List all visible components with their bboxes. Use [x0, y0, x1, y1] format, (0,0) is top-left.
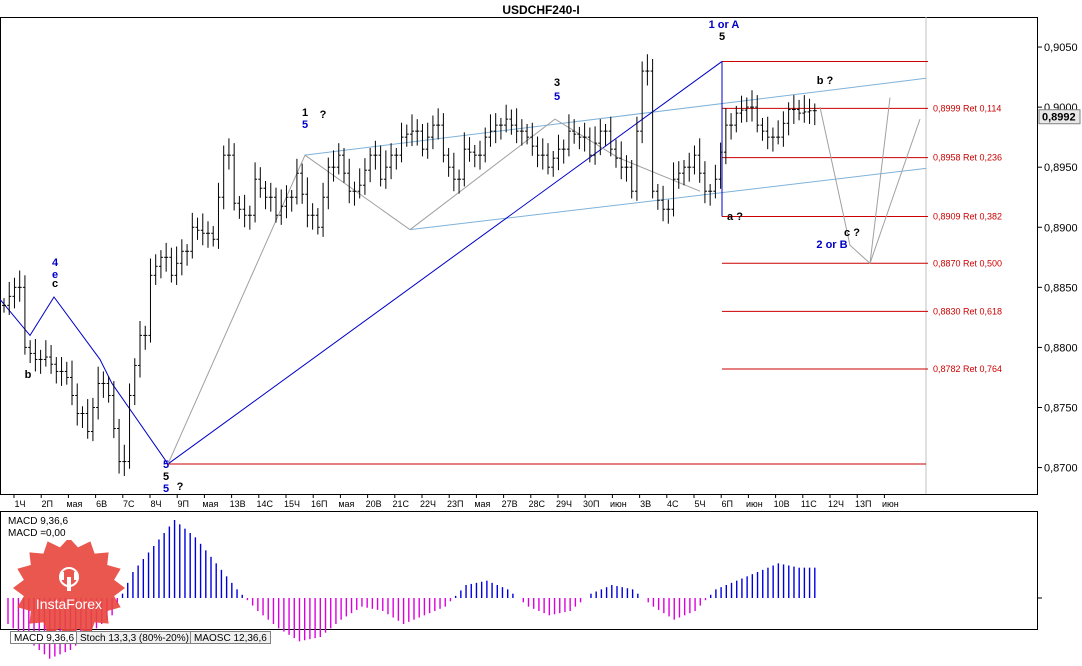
wave-label: 5 [163, 459, 169, 471]
time-tick-label: 28С [529, 499, 546, 509]
wave-label: 5 [554, 91, 560, 103]
price-tick-label: 0,9050 [1044, 42, 1078, 54]
time-tick-label: мая [474, 499, 490, 509]
indicator-tabbar: MACD 9,36,6 Stoch 13,3,3 (80%-20%) MAOSC… [0, 631, 1082, 645]
time-tick-label: 6В [96, 499, 107, 509]
time-tick-label: 8Ч [150, 499, 161, 509]
wave-label: 5 [302, 119, 308, 131]
chart-title: USDCHF240-I [502, 3, 579, 17]
fib-level-label: 0,8999 Ret 0,114 [933, 103, 1001, 113]
time-tick-label: мая [338, 499, 354, 509]
time-tick-label: июн [610, 499, 627, 509]
logo-badge-icon [13, 537, 125, 639]
time-tick-label: 9П [177, 499, 188, 509]
time-tick-label: июн [882, 499, 899, 509]
time-tick-label: 4С [667, 499, 679, 509]
fib-level-label: 0,8958 Ret 0,236 [933, 153, 1002, 163]
time-tick-label: 11С [801, 499, 817, 509]
time-tick-label: 3В [640, 499, 651, 509]
channel-lower-line [409, 167, 927, 231]
wave-label: c ? [844, 227, 860, 239]
macd-label-2: MACD =0,00 [8, 528, 66, 539]
wave-guide-line [869, 118, 921, 264]
logo-tree-icon [59, 567, 79, 591]
price-tick-label: 0,8950 [1044, 162, 1078, 174]
time-tick-label: 23П [447, 499, 463, 509]
time-tick-label: июн [746, 499, 763, 509]
current-price-box [1038, 109, 1081, 125]
wave-label: 1 or A [709, 19, 740, 31]
fib-level-label: 0,8782 Ret 0,764 [933, 364, 1002, 374]
macd-label-1: MACD 9,36,6 [8, 516, 68, 527]
wave-label: a ? [727, 211, 743, 223]
time-tick-label: 1Ч [14, 499, 25, 509]
time-tick-label: 14С [257, 499, 274, 509]
time-tick-label: 6П [721, 499, 732, 509]
time-tick-label: мая [66, 499, 82, 509]
price-tick-label: 0,8750 [1044, 402, 1078, 414]
time-tick-label: 21С [393, 499, 410, 509]
wave-label: b [25, 369, 32, 381]
price-tick-label: 0,8800 [1044, 342, 1078, 354]
time-tick-label: 13П [855, 499, 871, 509]
time-tick-label: 12Ч [828, 499, 844, 509]
wave-label: 1 [302, 107, 308, 119]
time-tick-label: 20В [366, 499, 382, 509]
price-tick-label: 0,8700 [1044, 463, 1078, 475]
channel-upper-line [304, 77, 927, 156]
wave-label: 5 [719, 31, 725, 43]
fib-level-label: 0,8830 Ret 0,618 [933, 306, 1002, 316]
wave-label: c [52, 278, 58, 290]
time-tick-label: 5Ч [694, 499, 705, 509]
time-tick-label: 7С [123, 499, 135, 509]
wave-label: 5 [163, 471, 169, 483]
time-tick-label: мая [202, 499, 218, 509]
main-plot-frame [0, 17, 1038, 495]
time-tick-label: 27В [502, 499, 518, 509]
wave-guide-line [167, 154, 411, 465]
wave-label: 4 [52, 257, 59, 269]
price-tick-label: 0,8850 [1044, 282, 1078, 294]
wave-label: ? [177, 481, 184, 493]
macd-pane-frame [0, 511, 1038, 630]
candles-group [2, 54, 817, 476]
time-tick-label: 22Ч [420, 499, 436, 509]
price-tick-label: 0,8900 [1044, 222, 1078, 234]
logo-text: InstaForex [35, 596, 103, 612]
wave-label: b ? [817, 75, 834, 87]
fib-level-label: 0,8870 Ret 0,500 [933, 258, 1002, 268]
tab-maosc[interactable]: MAOSC 12,36,6 [190, 631, 271, 644]
wave-label: 2 or B [816, 239, 847, 251]
tab-macd[interactable]: MACD 9,36,6 [10, 631, 79, 644]
time-tick-label: 15Ч [284, 499, 300, 509]
tab-stoch[interactable]: Stoch 13,3,3 (80%-20%) [76, 631, 193, 644]
wave-label: ? [320, 109, 327, 121]
wave-1-line [167, 61, 723, 465]
time-tick-label: 2П [41, 499, 52, 509]
time-tick-label: 10В [774, 499, 790, 509]
time-tick-label: 13В [230, 499, 246, 509]
wave-label: e [52, 269, 58, 281]
wave-guide-line [819, 97, 891, 265]
time-tick-label: 16П [311, 499, 327, 509]
time-tick-label: 30П [583, 499, 599, 509]
wave-label: 3 [554, 77, 560, 89]
time-tick-label: 29Ч [556, 499, 572, 509]
wave-label: 5 [163, 483, 169, 495]
current-price-label: 0,8992 [1042, 112, 1076, 124]
instaforex-logo: InstaForex [8, 537, 130, 648]
wave-guide-line [409, 118, 701, 231]
fib-level-label: 0,8909 Ret 0,382 [933, 211, 1002, 221]
